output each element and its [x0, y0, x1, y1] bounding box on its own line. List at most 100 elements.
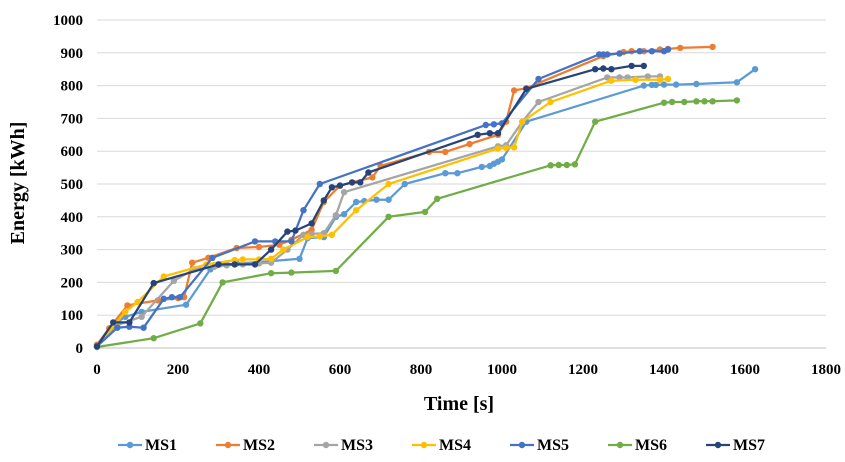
data-point [280, 246, 287, 253]
legend-marker [224, 441, 232, 449]
legend: MS1 MS2 MS3 MS4 MS5 MS6 MS7 [118, 437, 765, 454]
legend-marker [420, 441, 428, 449]
legend-item-ms2: MS2 [216, 437, 275, 454]
data-point [300, 207, 307, 214]
y-axis-title: Energy [kWh] [7, 122, 29, 245]
data-point [709, 98, 716, 105]
legend-marker [616, 441, 624, 449]
data-point [288, 238, 295, 245]
legend-marker [714, 441, 722, 449]
data-point [134, 298, 141, 306]
series-line [96, 64, 644, 348]
data-point [332, 267, 340, 275]
x-tick-label: 0 [93, 362, 101, 378]
data-point [385, 180, 392, 188]
data-point [616, 50, 623, 57]
data-point [535, 98, 542, 106]
data-point [632, 76, 639, 83]
data-point [267, 255, 275, 262]
series-ms6 [93, 97, 741, 351]
data-point [316, 180, 323, 188]
data-point [733, 79, 741, 86]
data-point [138, 313, 145, 320]
data-point [126, 319, 133, 326]
y-tick-label: 800 [61, 79, 84, 95]
data-point [332, 212, 340, 219]
data-point [93, 343, 101, 350]
data-point [510, 87, 518, 94]
data-point [644, 73, 651, 80]
data-point [296, 255, 303, 262]
data-point [660, 99, 668, 106]
data-point [490, 121, 498, 128]
data-point [592, 118, 599, 125]
series-line [96, 68, 756, 348]
data-point [547, 162, 554, 169]
data-point [751, 66, 759, 73]
legend-item-ms4: MS4 [412, 437, 471, 454]
legend-marker [322, 441, 330, 449]
y-tick-label: 300 [61, 243, 84, 259]
legend-label: MS2 [243, 437, 275, 454]
data-point [267, 246, 275, 253]
data-point [336, 182, 344, 189]
data-point [640, 62, 647, 70]
data-point [640, 82, 647, 89]
data-point [563, 161, 570, 169]
data-point [616, 74, 623, 81]
data-point [466, 140, 473, 148]
data-point [494, 130, 502, 137]
data-point [197, 320, 204, 327]
data-point [340, 211, 348, 218]
data-point [600, 65, 607, 72]
legend-marker [518, 441, 526, 449]
data-point [176, 294, 184, 301]
data-point [182, 301, 190, 308]
x-tick-label: 800 [410, 362, 433, 378]
data-point [160, 295, 167, 302]
data-point [122, 308, 129, 316]
x-tick-label: 1000 [487, 362, 517, 378]
data-point [168, 294, 176, 301]
data-point [664, 75, 672, 83]
data-point [320, 197, 327, 204]
data-point [316, 233, 323, 240]
data-point [219, 279, 226, 286]
data-point [373, 196, 380, 203]
series-ms3 [93, 73, 664, 350]
legend-item-ms3: MS3 [314, 437, 373, 454]
data-point [502, 144, 510, 152]
data-point [150, 335, 157, 342]
x-tick-label: 200 [167, 362, 190, 378]
data-point [434, 195, 441, 202]
data-point [535, 75, 542, 83]
data-point [442, 170, 449, 177]
series-line [96, 48, 669, 348]
data-point [328, 184, 336, 191]
data-point [255, 243, 263, 251]
legend-item-ms7: MS7 [706, 437, 765, 454]
data-point [660, 81, 668, 88]
y-tick-label: 500 [61, 177, 84, 193]
data-point [215, 261, 222, 268]
y-tick-label: 100 [61, 308, 84, 324]
legend-label: MS6 [635, 437, 667, 454]
y-gridlines [97, 19, 826, 316]
data-point [454, 170, 461, 177]
data-point [668, 98, 676, 106]
y-tick-label: 900 [61, 46, 84, 62]
y-tick-label: 700 [61, 111, 84, 127]
legend-item-ms1: MS1 [118, 437, 177, 454]
x-tick-label: 1200 [568, 362, 598, 378]
data-point [555, 161, 562, 169]
data-point [498, 156, 506, 163]
data-point [608, 66, 615, 73]
series-ms7 [93, 62, 647, 350]
series-ms5 [93, 46, 672, 350]
data-point [189, 259, 196, 266]
x-tick-label: 400 [248, 362, 271, 378]
data-point [442, 148, 449, 156]
y-tick-label: 400 [61, 210, 84, 226]
data-point [231, 261, 238, 268]
data-point [110, 319, 117, 326]
